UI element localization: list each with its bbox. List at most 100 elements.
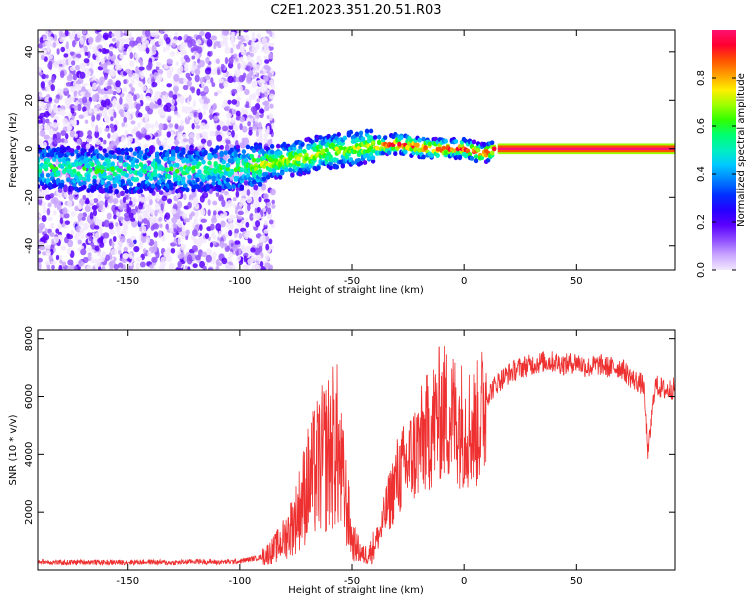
spectrogram-cell [180, 119, 184, 127]
spectrogram-cell [250, 247, 256, 253]
spectrogram-cell [219, 213, 224, 219]
spectrogram-cell [145, 105, 151, 112]
spectrogram-cell [194, 68, 201, 76]
spectrogram-cell [216, 68, 221, 76]
spectrogram-cell [197, 169, 202, 175]
spectrogram-cell [151, 256, 158, 263]
spectrogram-cell [183, 255, 188, 262]
spectrogram-cell [189, 146, 194, 152]
spectrogram-cell [221, 175, 226, 181]
spectrogram-cell [71, 119, 77, 127]
spectrogram-cell [130, 235, 136, 241]
spectrogram-cell [342, 135, 348, 141]
spectrogram-cell [198, 224, 203, 231]
spectrogram-cell [269, 149, 275, 155]
spectrogram-cell [142, 248, 147, 254]
spectrogram-cell [163, 104, 169, 112]
spectrogram-cell [263, 46, 270, 54]
spectrogram-cell [178, 95, 185, 102]
spectrogram-cell [263, 198, 270, 203]
spectrogram-cell [176, 207, 181, 216]
spectrogram-cell [162, 90, 167, 96]
spectrogram-cell [251, 189, 258, 197]
spectrogram-cell [238, 75, 245, 83]
spectrogram-cell [223, 150, 228, 156]
spectrogram-cell [134, 158, 140, 164]
spectrogram-cell [158, 190, 164, 195]
spectrogram-cell [230, 117, 236, 124]
spectrogram-cell [69, 66, 76, 71]
spectrogram-cell [120, 179, 125, 184]
spectrogram-cell [177, 254, 184, 260]
spectrogram-cell [90, 62, 94, 70]
spectrogram-cell [255, 43, 260, 51]
spectrogram-cell [73, 90, 77, 98]
spectrogram-cell [268, 52, 274, 60]
spectrogram-cell [119, 190, 125, 197]
spectrogram-cell [288, 167, 293, 173]
spectrogram-cell [473, 158, 479, 164]
spectrogram-cell [306, 145, 311, 151]
spectrogram-cell [211, 232, 216, 239]
spectrogram-cell [189, 112, 194, 118]
spectrogram-cell [269, 103, 274, 109]
spectrogram-cell [45, 249, 51, 257]
spectrogram-cell [151, 245, 158, 253]
spectrogram-cell [92, 237, 99, 244]
spectrogram-cell [118, 205, 124, 211]
spectrogram-cell [265, 235, 270, 241]
spectrogram-cell [142, 210, 149, 219]
spectrogram-frame [37, 29, 676, 271]
spectrogram-cell [148, 149, 154, 155]
spectrogram-cell [204, 32, 212, 40]
spectrogram-cell [58, 264, 63, 270]
spectrogram-cell [107, 80, 112, 88]
x-tick-label: -50 [344, 576, 360, 587]
spectrogram-cell [113, 111, 117, 119]
spectrogram-cell [92, 209, 98, 217]
spectrogram-cell [128, 212, 134, 219]
spectrogram-cell [271, 204, 276, 209]
y-tick-label: 2000 [24, 499, 35, 524]
spectrogram-cell [115, 225, 121, 233]
spectrogram-cell [163, 46, 167, 53]
spectrogram-cell [87, 252, 92, 257]
spectrogram-cell [266, 201, 272, 207]
spectrogram-cell [374, 145, 380, 151]
spectrogram-cell [243, 30, 249, 33]
spectrogram-cell [250, 37, 257, 42]
spectrogram-cell [364, 128, 370, 134]
spectrogram-cell [102, 238, 108, 244]
spectrogram-cell [63, 87, 69, 92]
spectrogram-cell [112, 98, 117, 106]
spectrogram-cell [67, 239, 74, 248]
spectrogram-cell [304, 152, 309, 158]
spectrogram-cell [262, 207, 267, 213]
spectrogram-cell [265, 243, 270, 251]
spectrogram-cell [475, 147, 481, 153]
spectrogram-cell [227, 75, 234, 84]
spectrogram-cell [251, 62, 257, 68]
spectrogram-cell [64, 191, 68, 198]
spectrogram-cell [255, 131, 260, 137]
spectrogram-cell [131, 111, 135, 116]
spectrogram-cell [188, 132, 195, 139]
spectrogram-cell [108, 154, 113, 159]
spectrogram-cell [130, 120, 136, 125]
spectrogram-cell [171, 146, 176, 151]
spectrogram-cell [399, 135, 404, 140]
spectrogram-cell [231, 31, 235, 37]
spectrogram-cell [116, 149, 121, 155]
y-tick-label: 0 [24, 146, 35, 152]
spectrogram-cell [127, 114, 132, 121]
spectrogram-cell [56, 48, 60, 55]
spectrogram-cell [124, 173, 130, 178]
spectrogram-cell [82, 180, 87, 186]
spectrogram-cell [263, 64, 270, 70]
spectrogram-cell [228, 251, 233, 259]
spectrogram-cell [492, 146, 497, 152]
spectrogram-cell [70, 151, 75, 157]
spectrogram-cell [216, 124, 221, 131]
spectrogram-cell [85, 197, 90, 204]
spectrogram-cell [96, 114, 101, 121]
